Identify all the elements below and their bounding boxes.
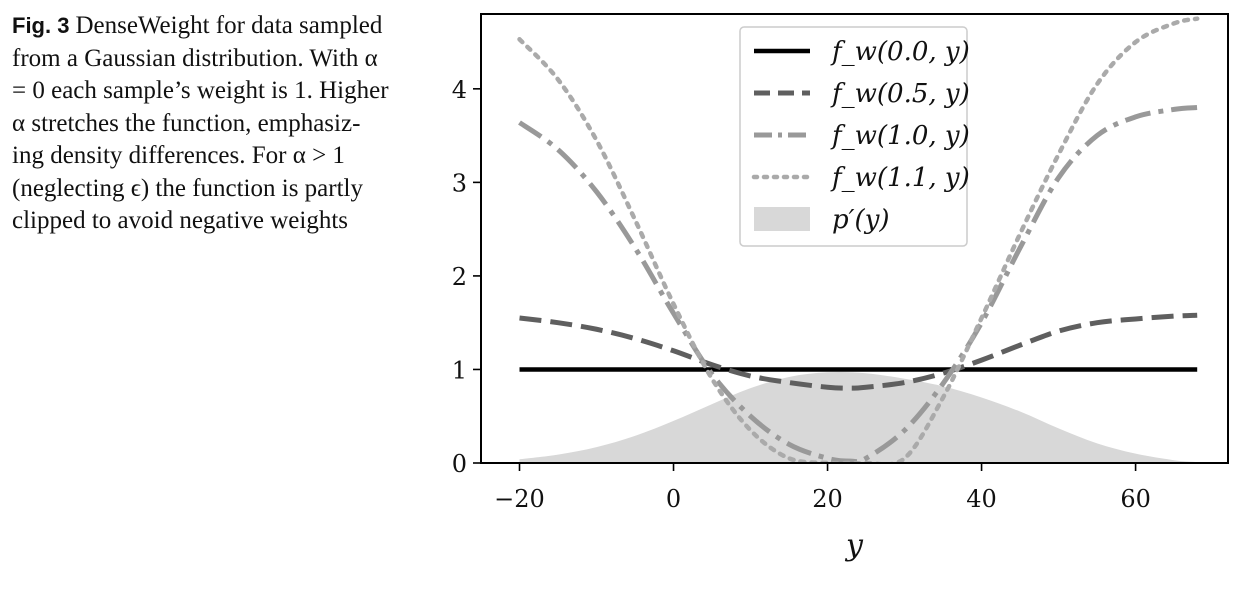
legend-label: f_w(1.1, y): [830, 163, 970, 193]
density-area: [519, 371, 1198, 463]
series-line-1: [519, 312, 1198, 391]
series-line-2: [518, 105, 1198, 463]
y-tick-label: 1: [452, 356, 467, 384]
plot-area: [517, 16, 1200, 463]
x-tick-label: −20: [494, 485, 545, 513]
x-tick-label: 60: [1120, 485, 1151, 513]
x-tick-label: 40: [966, 485, 997, 513]
y-tick-label: 4: [452, 76, 467, 104]
y-tick-label: 3: [452, 169, 467, 197]
legend-label: p′(y): [832, 205, 890, 235]
legend: f_w(0.0, y) f_w(0.5, y) f_w(1.0, y) f_w(1.1…: [739, 26, 970, 247]
legend-label: f_w(1.0, y): [830, 121, 970, 151]
axes-frame: [480, 13, 1229, 464]
figure-caption: Fig. 3 DenseWeight for data sampled from …: [12, 10, 397, 238]
caption-text: DenseWeight for data sampled from a Gaus…: [12, 12, 389, 234]
legend-box: [739, 26, 968, 247]
legend-swatch: [754, 207, 810, 231]
legend-label: f_w(0.0, y): [830, 37, 970, 67]
x-tick-label: 0: [666, 485, 681, 513]
y-tick-label: 2: [452, 263, 467, 291]
axes: −20 0 20 40 60 0 1 2 3 4 y: [452, 13, 1229, 563]
series-line-3: [517, 16, 1200, 463]
x-axis-title: y: [844, 528, 864, 563]
figure-label: Fig. 3: [12, 13, 70, 38]
y-tick-label: 0: [452, 450, 467, 478]
legend-label: f_w(0.5, y): [830, 79, 970, 109]
x-tick-label: 20: [812, 485, 843, 513]
